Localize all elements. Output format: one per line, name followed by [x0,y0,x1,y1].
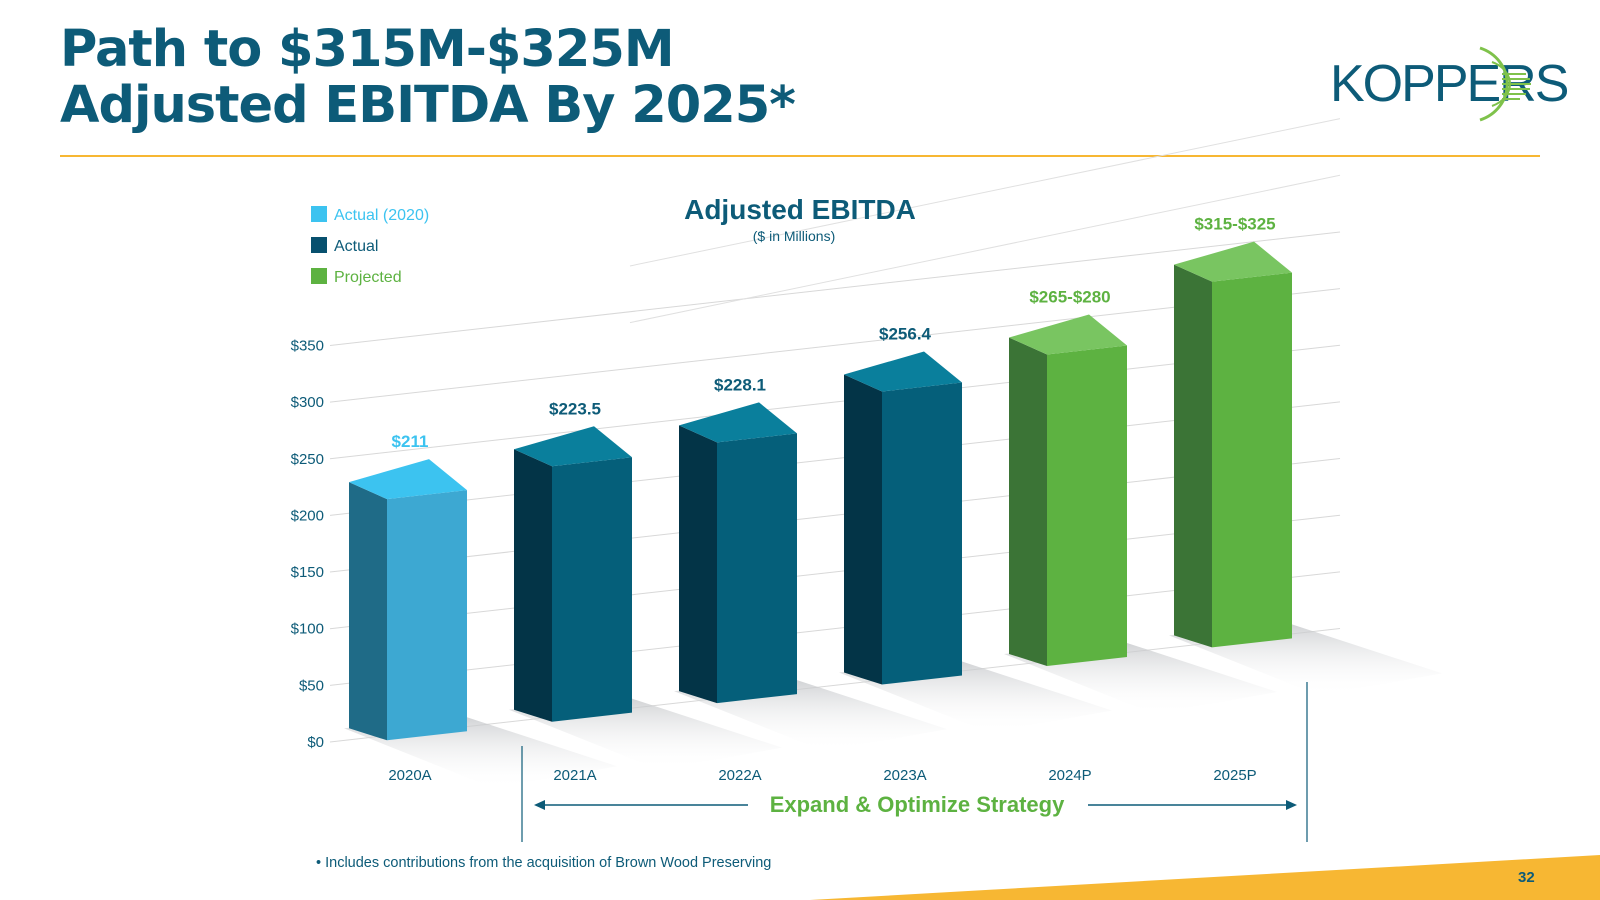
bar-2023A [844,351,962,685]
bar-2022A [679,402,797,704]
x-tick-label: 2021A [553,767,596,784]
bar-top-face [349,459,467,500]
value-label: $211 [392,432,429,451]
x-tick-label: 2020A [388,767,431,784]
value-label: $256.4 [879,324,932,343]
value-label: $265-$280 [1029,288,1110,307]
footnote: • Includes contributions from the acquis… [316,855,772,871]
gridline [329,571,1341,686]
gridline [329,458,1341,573]
gridline [329,514,1341,630]
gridlines [329,118,1341,743]
bar-top-face [679,402,797,443]
page-title-line-2: Adjusted EBITDA By 2025* [60,76,796,135]
gridline [329,401,1341,516]
strategy-label: Expand & Optimize Strategy [770,792,1065,817]
gridline [629,118,1341,267]
bar-side-face [1174,264,1212,648]
legend-label: Projected [334,269,402,286]
page-title: Path to $315M-$325M Adjusted EBITDA By 2… [60,20,796,135]
koppers-logo: KOPPERS [1330,44,1569,124]
legend-swatch [311,237,327,253]
strategy-annotation: Expand & Optimize Strategy [521,682,1600,900]
y-tick-label: $250 [291,451,324,468]
bar-side-face [844,374,882,685]
page-number: 32 [1518,869,1535,886]
gridline [329,628,1341,743]
bar-front-face [1047,345,1127,666]
legend-swatch [311,268,327,284]
arrow-right-icon [1286,800,1297,810]
chart-subtitle: ($ in Millions) [753,228,835,244]
value-label: $315-$325 [1194,215,1275,234]
bar-2025P [1174,241,1292,648]
bars [349,241,1292,741]
bar-front-face [552,457,632,722]
gridline [629,174,1341,324]
bar-top-face [514,426,632,467]
value-label: $223.5 [549,399,601,418]
page-title-line-1: Path to $315M-$325M [60,20,675,79]
bar-side-face [514,449,552,722]
header-rule [60,155,1540,157]
arrow-left-icon [534,800,545,810]
y-tick-label: $350 [291,337,324,354]
y-tick-label: $50 [299,677,324,694]
gridline [329,344,1341,460]
logo-swoosh-icon [1479,46,1531,122]
bar-side-face [1009,337,1047,666]
bar-side-face [679,425,717,704]
bar-2021A [514,426,632,722]
value-label: $228.1 [714,375,766,394]
bar-front-face [717,433,797,704]
footer-accent-wedge [810,855,1600,900]
bar-top-face [1174,241,1292,282]
gridline [329,288,1341,403]
x-tick-label: 2024P [1048,767,1091,784]
legend: Actual (2020) Actual Projected [311,206,429,286]
bar-front-face [387,490,467,741]
legend-label: Actual [334,238,378,255]
y-tick-label: $100 [291,621,324,638]
legend-swatch [311,206,327,222]
bar-front-face [1212,272,1292,648]
y-tick-label: $200 [291,507,324,524]
x-tick-label: 2022A [718,767,761,784]
y-tick-label: $150 [291,564,324,581]
bar-2020A [349,459,467,741]
gridline [329,231,1341,346]
bar-2024P [1009,314,1127,666]
x-tick-label: 2023A [883,767,926,784]
x-tick-label: 2025P [1213,767,1256,784]
y-tick-label: $0 [307,734,324,751]
y-tick-label: $300 [291,394,324,411]
bar-top-face [1009,314,1127,355]
bar-top-face [844,351,962,392]
bar-front-face [882,382,962,685]
bar-side-face [349,482,387,741]
legend-label: Actual (2020) [334,207,429,224]
chart-title: Adjusted EBITDA [684,194,916,225]
